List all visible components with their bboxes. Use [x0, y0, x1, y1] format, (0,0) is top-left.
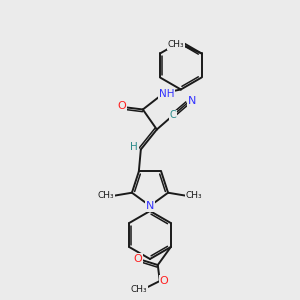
- Text: N: N: [188, 97, 196, 106]
- Text: C: C: [169, 110, 176, 121]
- Text: O: O: [118, 101, 126, 112]
- Text: H: H: [130, 142, 138, 152]
- Text: CH₃: CH₃: [130, 286, 147, 295]
- Text: CH₃: CH₃: [186, 191, 202, 200]
- Text: O: O: [134, 254, 142, 264]
- Text: N: N: [146, 201, 154, 211]
- Text: O: O: [159, 276, 168, 286]
- Text: NH: NH: [159, 89, 175, 100]
- Text: CH₃: CH₃: [167, 40, 184, 49]
- Text: CH₃: CH₃: [98, 191, 114, 200]
